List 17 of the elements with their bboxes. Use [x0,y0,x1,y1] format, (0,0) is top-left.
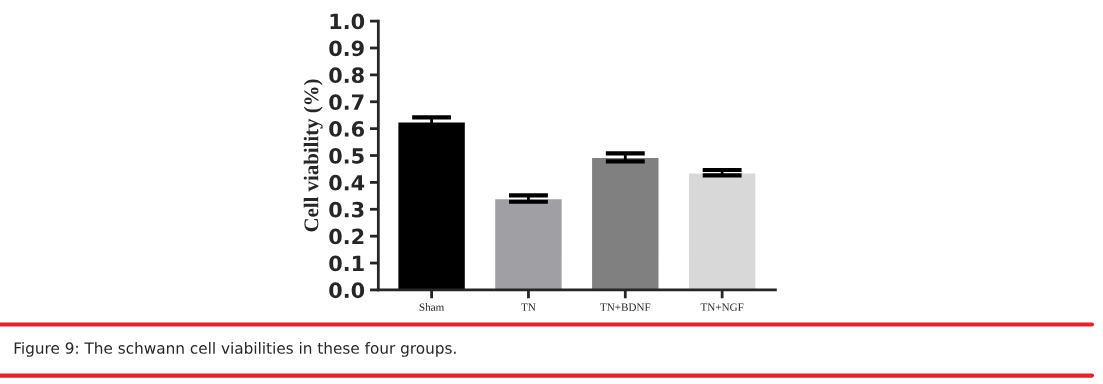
y-tick-label: 1.0 [330,13,365,30]
y-tick-label: 0.6 [329,121,365,137]
y-tick-label: 0.3 [329,201,364,218]
y-tick-label: 0.8 [329,67,364,84]
x-tick-label: Sham [419,303,445,311]
x-tick-label: TN+BDNF [600,303,651,311]
y-tick-label: 0.4 [329,174,365,191]
y-tick-label: 0.7 [329,94,364,110]
x-tick-label: TN+NGF [700,303,744,311]
caption: Figure 9: The schwann cell viabilities in these four groups. [14,342,456,357]
y-tick-label: 0.5 [329,147,364,164]
y-tick-label: 0.0 [329,282,365,299]
y-tick-label: 0.1 [329,255,364,272]
y-tick-label: 0.9 [329,40,364,57]
y-tick-label: 0.2 [329,228,364,245]
y-axis-title: Cell viability (%) [303,79,323,232]
x-tick-label: TN [521,303,536,311]
